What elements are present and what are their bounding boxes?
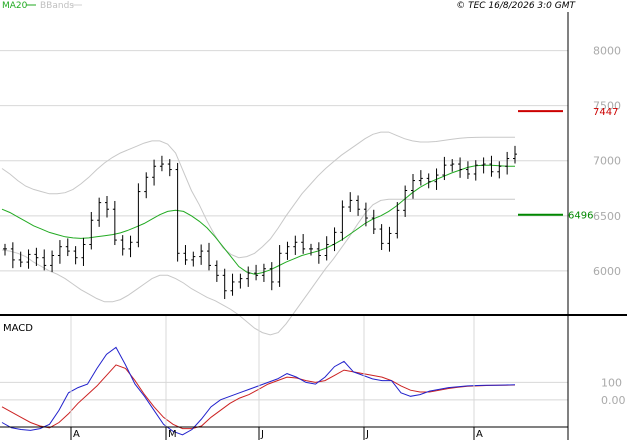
legend-ma20: MA20 <box>2 1 28 11</box>
price-bar <box>222 268 227 300</box>
price-bar <box>348 192 353 212</box>
price-bar <box>442 156 447 181</box>
price-panel: 8000 7500 7000 6500 6000 7447 6496 <box>0 12 621 336</box>
price-bar <box>238 273 243 289</box>
price-bar <box>18 251 23 268</box>
bband-upper-line <box>1 131 515 259</box>
price-tick-label: 6000 <box>593 265 621 278</box>
price-bar <box>230 273 235 296</box>
price-bar <box>26 249 31 269</box>
chart-header: MA20 BBands © TEC 16/8/2026 3:0 GMT <box>2 1 577 11</box>
price-bar <box>403 185 408 217</box>
legend-bbands: BBands <box>40 1 74 11</box>
price-bar <box>489 155 494 177</box>
price-bar <box>293 235 298 255</box>
price-bar <box>105 196 109 218</box>
ma20-line <box>1 164 515 275</box>
price-bar <box>379 224 384 250</box>
price-series <box>1 131 515 336</box>
price-bar <box>34 247 39 266</box>
price-grid <box>0 50 568 272</box>
price-tick-label: 7500 <box>593 100 621 113</box>
price-bar <box>73 246 78 265</box>
price-bar <box>207 242 211 271</box>
price-bar <box>332 227 337 252</box>
x-tick-label: J <box>365 429 369 440</box>
price-bar <box>411 173 415 199</box>
price-bar <box>269 262 274 291</box>
x-tick-label: A <box>476 429 483 440</box>
price-bar <box>465 161 470 179</box>
price-bar <box>246 266 251 287</box>
price-y-axis: 8000 7500 7000 6500 6000 <box>593 45 621 278</box>
price-bar <box>214 260 219 282</box>
price-bar <box>285 241 290 260</box>
copyright-text: © TEC 16/8/2026 3:0 GMT <box>456 1 576 11</box>
price-bar <box>3 243 7 256</box>
price-levels: 7447 6496 <box>518 107 618 222</box>
price-bar <box>426 173 431 189</box>
price-bar <box>120 235 125 256</box>
price-bar <box>340 200 345 241</box>
macd-tick-label: 0.00 <box>601 394 626 407</box>
macd-grid <box>0 381 568 401</box>
price-bar <box>363 202 368 227</box>
price-bar <box>57 240 62 264</box>
price-bar <box>450 159 455 172</box>
price-bar <box>395 202 400 239</box>
macd-tick-label: 100 <box>601 376 622 389</box>
price-bar <box>42 249 47 271</box>
macd-label: MACD <box>3 323 33 334</box>
price-bar <box>458 157 463 178</box>
price-bar <box>65 238 70 257</box>
price-bar <box>159 155 164 172</box>
price-bar <box>513 145 517 164</box>
price-bar <box>10 242 15 269</box>
price-bar <box>309 243 313 256</box>
price-bar <box>473 160 478 181</box>
price-bar <box>50 250 55 273</box>
price-bar <box>301 234 306 254</box>
price-bar <box>128 235 133 258</box>
price-bar <box>371 209 376 235</box>
support-label: 6496 <box>568 211 593 222</box>
price-bar <box>89 211 94 250</box>
price-bar <box>112 200 117 246</box>
price-bar <box>183 245 188 265</box>
price-bar <box>167 159 172 177</box>
x-tick-label: J <box>260 429 264 440</box>
price-bar <box>324 236 329 261</box>
x-tick-label: A <box>73 429 80 440</box>
price-tick-label: 8000 <box>593 45 621 58</box>
price-bar <box>261 263 266 282</box>
price-bar <box>356 195 361 216</box>
price-bar <box>277 245 282 287</box>
x-tick-label: M <box>168 429 177 440</box>
price-bar <box>387 226 392 252</box>
price-bars <box>3 145 517 300</box>
price-bar <box>254 264 259 281</box>
price-bar <box>152 159 157 186</box>
price-bar <box>81 237 86 266</box>
macd-panel: MACD 100 0.00 <box>0 316 626 440</box>
price-bar <box>199 244 204 265</box>
price-bar <box>505 151 510 175</box>
price-bar <box>481 157 486 174</box>
price-bar <box>191 251 196 267</box>
resistance-label: 7447 <box>593 107 618 118</box>
macd-y-axis: 100 0.00 <box>601 376 626 406</box>
price-tick-label: 7000 <box>593 155 621 168</box>
price-bar <box>418 170 423 186</box>
price-bar <box>97 197 102 227</box>
price-bar <box>316 242 321 264</box>
price-bar <box>497 161 502 179</box>
price-bar <box>144 172 149 199</box>
price-bar <box>434 168 439 190</box>
price-tick-label: 6500 <box>593 210 621 223</box>
price-bar <box>136 183 141 248</box>
price-bar <box>175 162 180 262</box>
